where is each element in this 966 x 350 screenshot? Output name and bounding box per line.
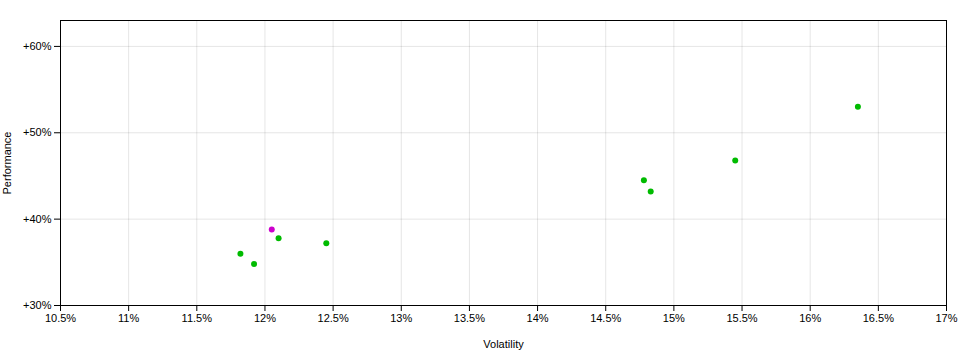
svg-text:Volatility: Volatility xyxy=(483,338,524,350)
svg-text:11%: 11% xyxy=(118,312,139,324)
svg-text:12%: 12% xyxy=(254,312,276,324)
svg-text:+50%: +50% xyxy=(23,126,52,138)
svg-text:15%: 15% xyxy=(663,312,685,324)
svg-text:11.5%: 11.5% xyxy=(182,312,213,324)
svg-text:14%: 14% xyxy=(527,312,549,324)
svg-text:13%: 13% xyxy=(390,312,412,324)
svg-text:14.5%: 14.5% xyxy=(590,312,621,324)
svg-text:Performance: Performance xyxy=(1,132,13,195)
svg-text:16.5%: 16.5% xyxy=(863,312,894,324)
svg-text:+30%: +30% xyxy=(23,299,52,311)
svg-text:10.5%: 10.5% xyxy=(45,312,76,324)
svg-text:16%: 16% xyxy=(799,312,821,324)
svg-text:13.5%: 13.5% xyxy=(454,312,485,324)
svg-text:12.5%: 12.5% xyxy=(318,312,349,324)
svg-text:+60%: +60% xyxy=(23,40,52,52)
svg-text:+40%: +40% xyxy=(23,213,52,225)
svg-text:17%: 17% xyxy=(935,312,957,324)
svg-text:15.5%: 15.5% xyxy=(726,312,757,324)
